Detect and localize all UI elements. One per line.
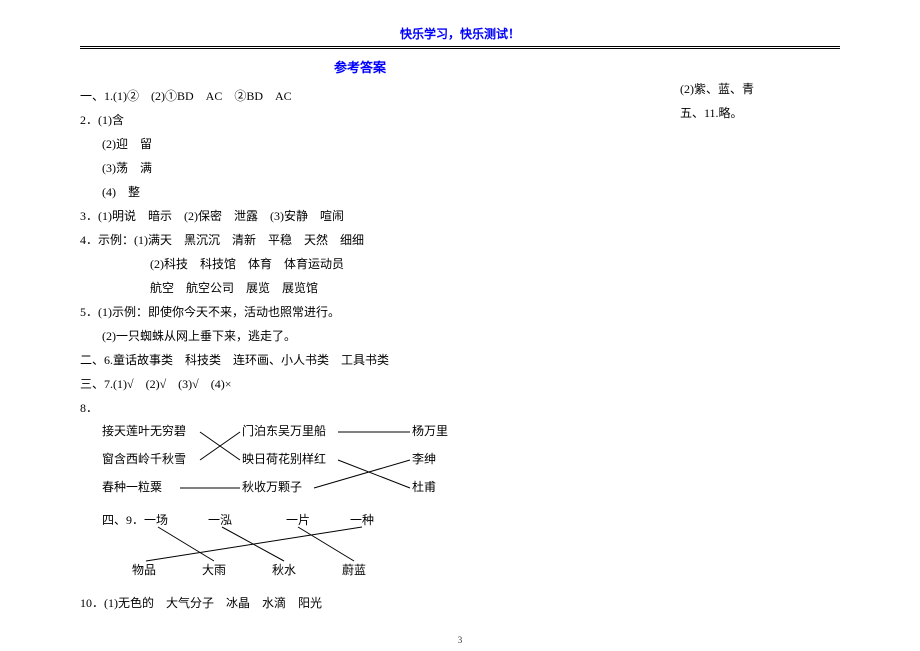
page-header: 快乐学习，快乐测试！ [80,25,840,42]
d2-u2: 大雨 [202,561,226,578]
d1-a3: 春种一粒粟 [102,478,162,495]
d2-u1: 物品 [132,561,156,578]
header-divider [80,46,840,49]
ans-line-5: (4) 整 [80,180,640,204]
ans-line-17: 10．(1)无色的 大气分子 冰晶 水滴 阳光 [80,591,640,615]
d1-c2: 李绅 [412,450,436,467]
d2-t2: 一泓 [208,511,232,528]
d1-c3: 杜甫 [412,478,436,495]
ans-line-10: 5．(1)示例：即使你今天不来，活动也照常进行。 [80,300,640,324]
ans-line-14: 8． [80,396,640,420]
right-column: (2)紫、蓝、青 五、11.略。 [680,57,840,615]
d1-b2: 映日荷花别样红 [242,450,326,467]
ans-line-6: 3．(1)明说 暗示 (2)保密 泄露 (3)安静 喧闹 [80,204,640,228]
d1-b3: 秋收万颗子 [242,478,302,495]
d2-u3: 秋水 [272,561,296,578]
ans-line-1: 一、1.(1)② (2)①BD AC ②BD AC [80,84,640,108]
ans-line-8: (2)科技 科技馆 体育 体育运动员 [80,252,640,276]
d1-c1: 杨万里 [412,422,448,439]
ans-line-2: 2．(1)含 [80,108,640,132]
d2-t1: 一场 [144,511,168,528]
ans-line-9: 航空 航空公司 展览 展览馆 [80,276,640,300]
d2-t3: 一片 [286,511,310,528]
d1-b1: 门泊东吴万里船 [242,422,326,439]
ans-line-7: 4．示例：(1)满天 黑沉沉 清新 平稳 天然 细细 [80,228,640,252]
left-column: 参考答案 一、1.(1)② (2)①BD AC ②BD AC 2．(1)含 (2… [80,57,640,615]
answer-title: 参考答案 [80,57,640,76]
matching-diagram-1: 接天莲叶无穷碧 门泊东吴万里船 杨万里 窗含西岭千秋雪 映日荷花别样红 李绅 春… [102,422,640,507]
d2-t4: 一种 [350,511,374,528]
page-container: 快乐学习，快乐测试！ 参考答案 一、1.(1)② (2)①BD AC ②BD A… [0,0,920,615]
ans-right-1: (2)紫、蓝、青 [680,77,840,101]
ans-line-4: (3)荡 满 [80,156,640,180]
ans-line-3: (2)迎 留 [80,132,640,156]
ans-line-11: (2)一只蜘蛛从网上垂下来，逃走了。 [80,324,640,348]
ans-right-2: 五、11.略。 [680,101,840,125]
d1-a1: 接天莲叶无穷碧 [102,422,186,439]
d2-u4: 蔚蓝 [342,561,366,578]
matching-diagram-2: 四、9． 一场 一泓 一片 一种 物品 大雨 秋水 蔚蓝 [102,511,640,589]
d1-a2: 窗含西岭千秋雪 [102,450,186,467]
page-number: 3 [0,635,920,645]
ans-line-12: 二、6.童话故事类 科技类 连环画、小人书类 工具书类 [80,348,640,372]
content-columns: 参考答案 一、1.(1)② (2)①BD AC ②BD AC 2．(1)含 (2… [80,57,840,615]
ans-line-13: 三、7.(1)√ (2)√ (3)√ (4)× [80,372,640,396]
